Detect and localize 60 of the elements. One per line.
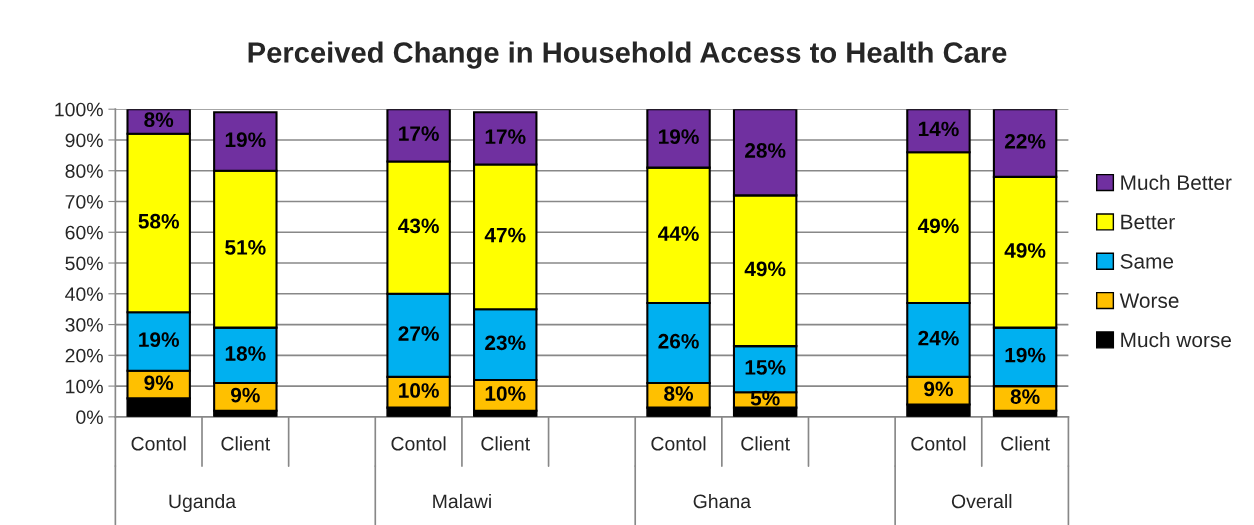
y-tick-label: 60%: [65, 225, 103, 240]
data-label: 23%: [485, 335, 526, 351]
data-label: 10%: [485, 386, 526, 401]
data-label: 22%: [1004, 133, 1046, 149]
x-tick-label: Contol: [391, 436, 446, 451]
data-label: 19%: [1005, 347, 1046, 363]
x-tick-label: Contol: [131, 436, 186, 451]
text: Ghana: [693, 493, 752, 509]
y-tick-label: 100%: [55, 102, 103, 117]
x-tick-label: Client: [481, 436, 530, 451]
data-label: 51%: [225, 240, 266, 255]
data-label: 8%: [664, 386, 694, 401]
x-tick-label: Client: [741, 436, 790, 451]
y-tick-label: 80%: [65, 164, 103, 178]
data-label: 18%: [225, 346, 266, 361]
y-tick-label: 90%: [65, 133, 103, 148]
data-label: 9%: [924, 381, 953, 397]
data-label: 43%: [398, 218, 439, 234]
legend-label: Better: [1121, 214, 1175, 230]
text: Overall: [951, 493, 1012, 509]
data-label: 9%: [231, 387, 260, 403]
data-label: 19%: [225, 132, 266, 148]
data-label: 44%: [658, 226, 699, 241]
text: Uganda: [169, 493, 237, 513]
text: Malawi: [433, 493, 491, 509]
x-tick-label: Client: [1001, 436, 1050, 451]
legend-label: Same: [1120, 253, 1174, 269]
data-label: 49%: [917, 218, 959, 234]
data-label: 14%: [918, 121, 959, 137]
y-tick-label: 30%: [65, 318, 103, 332]
data-label: 17%: [485, 129, 526, 144]
y-tick-label: 50%: [65, 256, 103, 271]
x-tick-label: Contol: [651, 436, 706, 451]
data-label: 9%: [144, 375, 174, 391]
data-label: 8%: [144, 112, 174, 128]
data-label: 15%: [745, 360, 786, 375]
legend-label: Much worse: [1121, 332, 1231, 348]
legend-label: Much Better: [1121, 174, 1232, 191]
data-label: 49%: [1004, 243, 1046, 258]
x-tick-label: Client: [221, 436, 271, 451]
data-label: 19%: [139, 332, 179, 348]
y-tick-label: 20%: [65, 348, 103, 363]
data-label: 19%: [658, 129, 699, 145]
data-label: 26%: [658, 333, 699, 349]
y-tick-label: 10%: [66, 379, 103, 394]
data-label: 17%: [399, 126, 439, 141]
chart-title: Perceived Change in Household Access to Health Care: [248, 41, 1007, 69]
data-label: 28%: [745, 143, 786, 158]
y-tick-label: 70%: [65, 194, 103, 209]
legend-label: Worse: [1119, 293, 1179, 308]
data-label: 8%: [1010, 389, 1040, 404]
data-label: 49%: [744, 261, 786, 277]
data-label: 58%: [138, 213, 179, 229]
y-tick-label: 0%: [76, 410, 103, 425]
data-label: 24%: [918, 330, 959, 346]
data-label: 10%: [399, 383, 439, 398]
data-label: 27%: [398, 326, 439, 341]
x-tick-label: Contol: [911, 436, 966, 451]
data-label: 47%: [484, 227, 526, 243]
y-tick-label: 40%: [65, 287, 103, 302]
